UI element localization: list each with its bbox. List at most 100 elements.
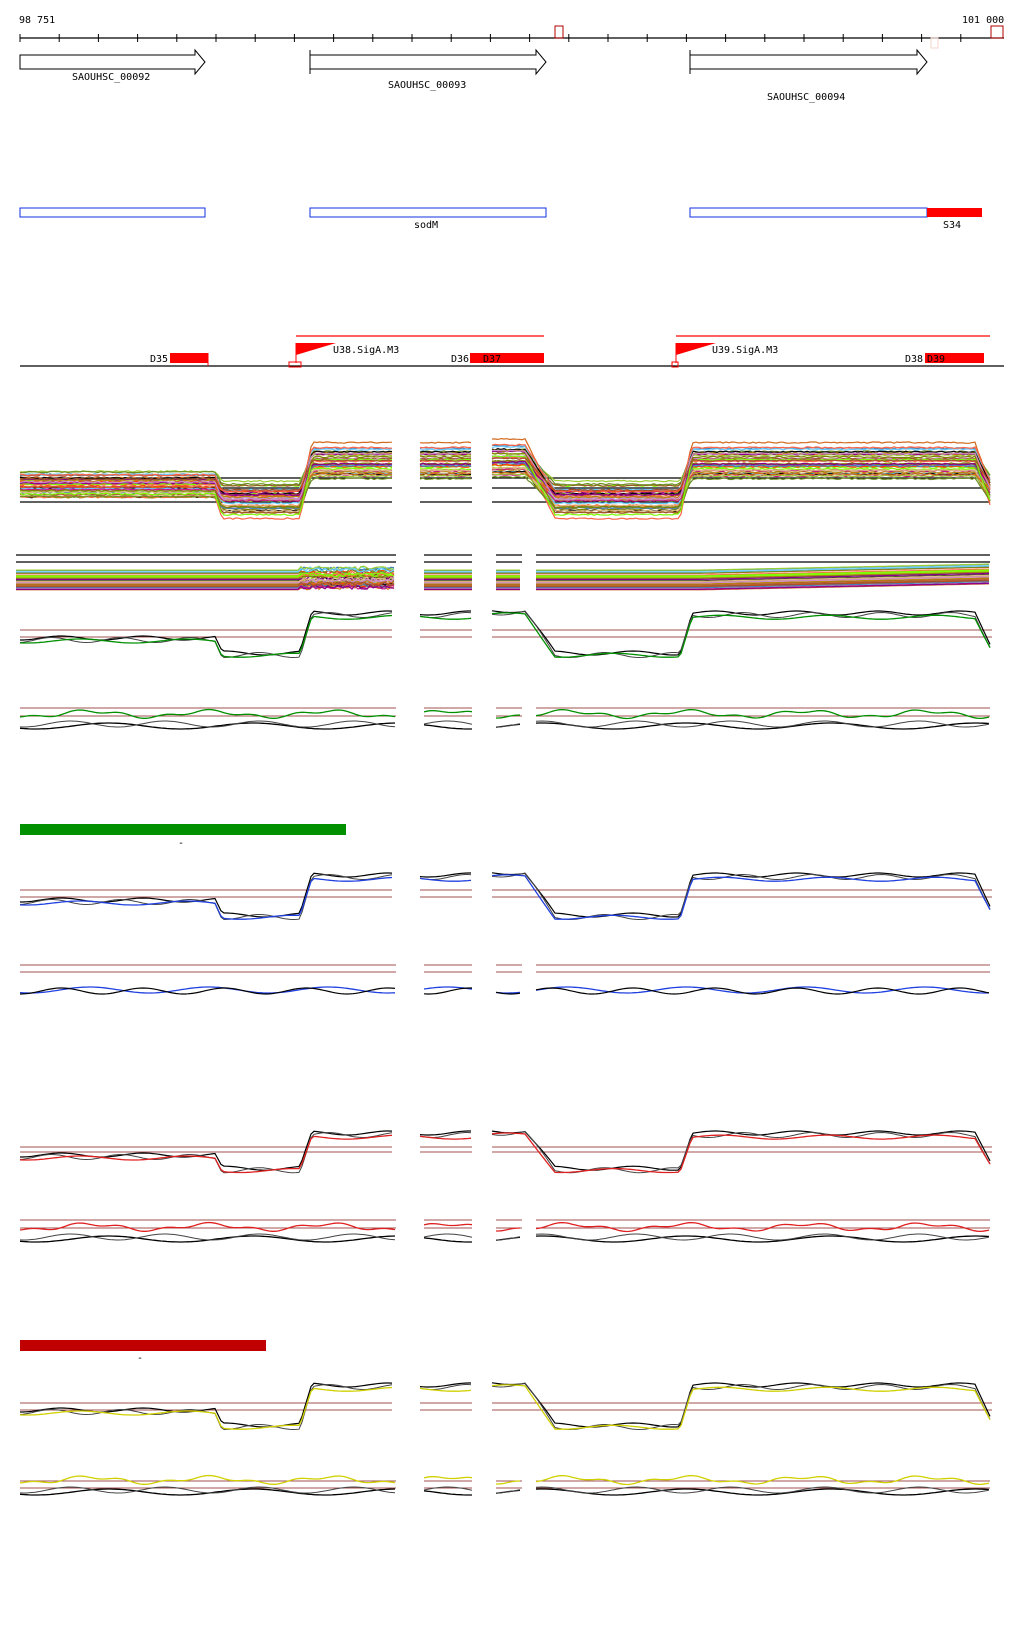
expression-series-line	[423, 1237, 472, 1243]
expression-series-line	[536, 570, 990, 578]
expression-series-line	[19, 474, 393, 503]
gene-arrow-00094[interactable]: SAOUHSC_00094	[689, 48, 928, 103]
expression-series-line	[19, 1486, 396, 1494]
annotation-label-sodM: sodM	[414, 220, 438, 231]
expression-series-line	[19, 986, 396, 994]
ruler-end-label: 101 000	[962, 15, 1004, 26]
promoter-flag-u39[interactable]	[671, 343, 716, 368]
feature-label-u38: U38.SigA.M3	[333, 345, 399, 356]
expression-series-line	[536, 581, 990, 589]
expression-series-line	[19, 1233, 396, 1241]
expression-series-line	[419, 615, 472, 620]
expression-series-line	[535, 987, 990, 995]
expression-series-line	[20, 1130, 393, 1171]
expression-series-line	[491, 1130, 991, 1171]
expression-series-line	[19, 472, 393, 497]
expression-series-line	[19, 462, 393, 509]
expression-series-line	[19, 876, 393, 920]
expression-series-line	[16, 582, 395, 588]
annotation-box[interactable]	[689, 207, 928, 218]
expression-series-line	[19, 452, 393, 501]
expression-series-line	[491, 874, 991, 920]
feature-label-d37: D37	[483, 354, 501, 365]
feature-d35[interactable]	[170, 353, 208, 363]
expression-series-line	[491, 449, 991, 501]
expression-series-line	[496, 1227, 521, 1232]
expression-series-line	[491, 443, 991, 493]
expression-series-line	[491, 452, 991, 511]
expression-series-line	[19, 1488, 396, 1496]
expression-series-line	[536, 565, 989, 573]
expression-series-line	[16, 574, 395, 581]
feature-d37[interactable]	[470, 353, 544, 363]
expression-series-line	[419, 469, 471, 472]
expression-series-line	[491, 1132, 991, 1174]
feature-label-u39: U39.SigA.M3	[712, 345, 778, 356]
expression-series-line	[19, 462, 393, 496]
expression-series-line	[535, 722, 990, 730]
expression-series-line	[491, 1382, 991, 1431]
expression-series-line	[419, 467, 472, 471]
expression-series-line	[535, 708, 990, 720]
expression-series-line	[419, 1382, 471, 1388]
expression-series-line	[16, 567, 395, 573]
expression-series-line	[535, 1221, 990, 1233]
expression-series-line	[535, 1474, 990, 1486]
expression-series-line	[535, 986, 990, 994]
annotation-box-S34[interactable]	[927, 208, 982, 217]
expression-series-line	[419, 462, 472, 466]
feature-d39[interactable]	[925, 353, 984, 363]
coordinate-ruler	[19, 34, 1004, 42]
expression-series-line	[419, 448, 472, 451]
annotation-box-sodM[interactable]	[309, 207, 547, 218]
expression-series-line	[419, 610, 471, 616]
expression-series-line	[419, 472, 472, 476]
expression-series-line	[491, 457, 991, 492]
expression-series-line	[19, 708, 396, 719]
expression-series-line	[19, 1221, 396, 1232]
expression-series-line	[536, 568, 989, 576]
expression-series-line	[536, 569, 989, 577]
expression-series-line	[419, 459, 472, 462]
expression-series-line	[423, 709, 473, 714]
expression-series-line	[491, 872, 991, 921]
gene-arrow-00093[interactable]: SAOUHSC_00093	[309, 48, 547, 91]
condition-bar-label: -	[178, 838, 184, 849]
expression-series-line	[19, 987, 396, 995]
expression-series-line	[491, 460, 991, 496]
marker-box	[930, 37, 939, 49]
expression-series-line	[19, 458, 393, 516]
expression-series-line	[423, 724, 472, 730]
gene-label: SAOUHSC_00094	[767, 92, 845, 103]
condition-bar-red	[20, 1340, 266, 1351]
expression-series-line	[535, 1488, 990, 1496]
expression-series-line	[491, 872, 991, 918]
expression-series-line	[20, 872, 393, 918]
expression-series-line	[419, 446, 472, 449]
expression-series-line	[19, 614, 393, 658]
promoter-flag-u38[interactable]	[288, 343, 336, 368]
expression-series-line	[419, 464, 472, 468]
expression-series-line	[535, 1233, 990, 1241]
expression-series-line	[423, 1486, 473, 1491]
expression-series-line	[19, 1386, 393, 1430]
gene-arrow-00092[interactable]: SAOUHSC_00092	[19, 48, 206, 83]
expression-series-line	[19, 1474, 396, 1485]
feature-label-d35: D35	[150, 354, 168, 365]
marker-box	[990, 25, 1004, 39]
expression-series-line	[536, 579, 990, 587]
expression-series-line	[496, 1480, 521, 1485]
expression-series-line	[536, 574, 990, 582]
gene-label: SAOUHSC_00092	[72, 72, 150, 83]
expression-series-line	[536, 572, 990, 581]
expression-series-line	[423, 720, 473, 725]
feature-label-d38: D38	[905, 354, 923, 365]
expression-series-line	[16, 581, 395, 587]
expression-tracks	[16, 437, 992, 1496]
expression-series-line	[536, 576, 990, 584]
expression-series-line	[19, 1134, 393, 1174]
expression-series-line	[491, 612, 991, 658]
annotation-box[interactable]	[19, 207, 206, 218]
feature-label-d39: D39	[927, 354, 945, 365]
